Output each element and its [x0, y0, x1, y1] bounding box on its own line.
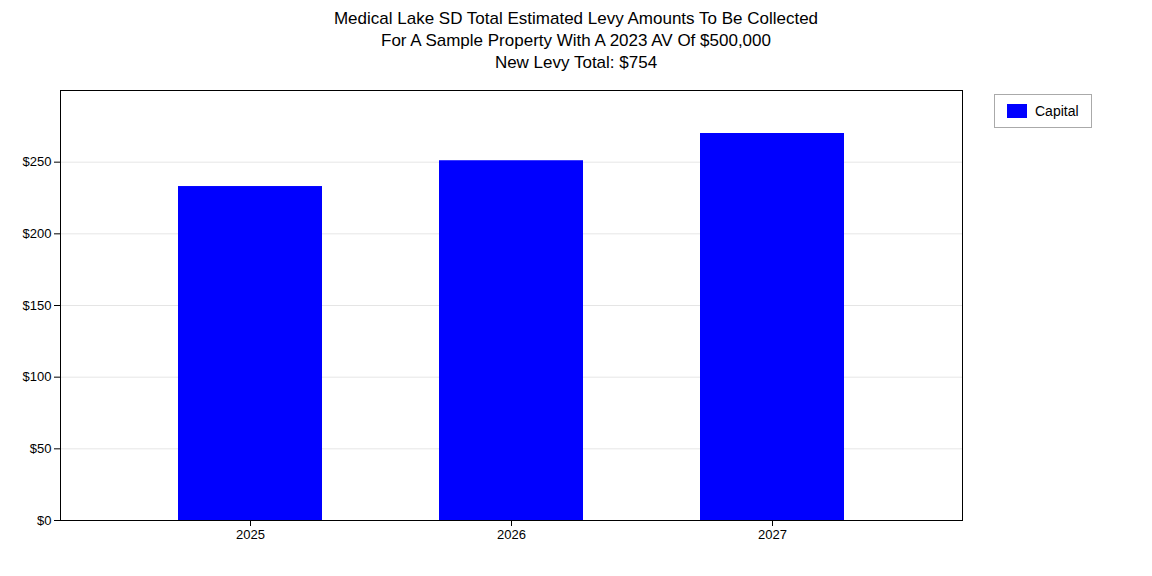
svg-text:2027: 2027 [758, 527, 787, 542]
svg-text:$250: $250 [23, 154, 52, 169]
html-text:Capital: Capital [1035, 103, 1079, 119]
html-text:For A Sample Property With A 2: For A Sample Property With A 2023 AV Of … [381, 31, 771, 50]
svg-text:$100: $100 [23, 369, 52, 384]
svg-text:2026: 2026 [497, 527, 526, 542]
svg-text:$50: $50 [30, 441, 52, 456]
svg-text:$150: $150 [23, 298, 52, 313]
svg-text:$200: $200 [23, 226, 52, 241]
html-text:Medical Lake SD Total Estimate: Medical Lake SD Total Estimated Levy Amo… [333, 9, 819, 28]
html-text:New Levy Total: $754: New Levy Total: $754 [494, 53, 658, 72]
svg-text:$0: $0 [37, 513, 51, 528]
svg-text:2025: 2025 [236, 527, 265, 542]
